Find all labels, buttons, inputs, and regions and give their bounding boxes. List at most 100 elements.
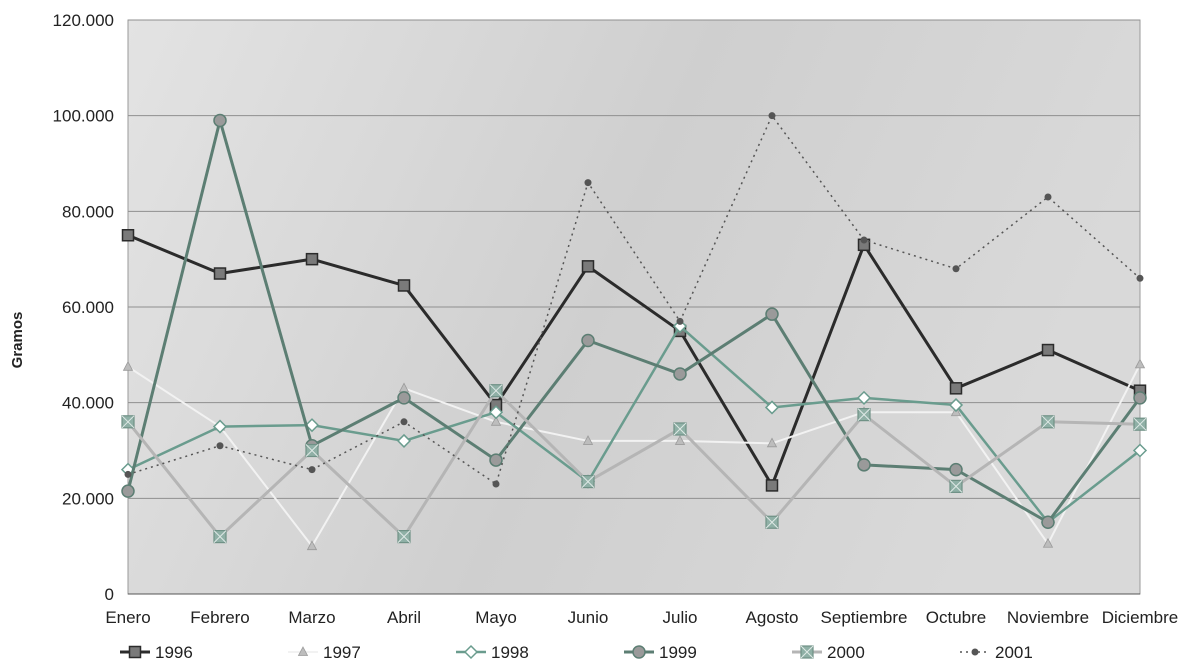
data-point bbox=[673, 367, 687, 381]
data-point bbox=[305, 252, 319, 266]
data-point bbox=[212, 419, 228, 434]
legend: 1996 1997 1998 1999 2000 2001 bbox=[120, 643, 1033, 662]
data-point bbox=[304, 418, 320, 433]
legend-entry: 1997 bbox=[288, 643, 361, 662]
data-point bbox=[949, 479, 963, 493]
data-point bbox=[122, 360, 134, 371]
series-2001 bbox=[124, 112, 1144, 488]
legend-marker bbox=[800, 645, 814, 659]
data-point bbox=[397, 391, 411, 405]
data-point bbox=[857, 408, 871, 422]
data-point bbox=[396, 433, 412, 448]
data-point bbox=[764, 400, 780, 415]
series-line bbox=[127, 233, 1141, 487]
x-tick-label: Mayo bbox=[475, 608, 517, 627]
data-point bbox=[949, 462, 963, 477]
data-point bbox=[581, 333, 595, 348]
data-point bbox=[768, 112, 776, 120]
x-tick-label: Noviembre bbox=[1007, 608, 1089, 627]
data-point bbox=[1134, 358, 1146, 369]
data-point bbox=[488, 405, 504, 420]
data-point bbox=[949, 382, 963, 395]
data-point bbox=[1133, 417, 1147, 431]
x-tick-label: Diciembre bbox=[1102, 608, 1179, 627]
data-point bbox=[1133, 391, 1147, 405]
series-line bbox=[127, 114, 1141, 485]
legend-marker bbox=[128, 645, 142, 659]
y-tick-label: 60.000 bbox=[62, 298, 114, 317]
legend-entry: 1998 bbox=[456, 643, 529, 662]
data-point bbox=[765, 515, 779, 529]
data-point bbox=[672, 319, 688, 334]
legend-marker bbox=[971, 648, 979, 656]
data-point bbox=[673, 422, 687, 436]
data-point bbox=[581, 260, 595, 273]
x-tick-label: Enero bbox=[105, 608, 150, 627]
data-point bbox=[121, 415, 135, 429]
data-point bbox=[213, 529, 227, 544]
series-line bbox=[126, 118, 1142, 524]
data-point bbox=[584, 179, 592, 187]
data-point bbox=[676, 317, 684, 325]
data-point bbox=[490, 415, 502, 426]
data-point bbox=[1044, 193, 1052, 201]
data-point bbox=[1041, 415, 1055, 429]
data-point bbox=[1042, 537, 1054, 548]
legend-label: 1998 bbox=[491, 643, 529, 662]
data-point bbox=[952, 265, 960, 273]
x-tick-label: Agosto bbox=[746, 608, 799, 627]
series-1999 bbox=[121, 113, 1147, 529]
legend-entry: 2000 bbox=[792, 643, 865, 662]
legend-entry: 2001 bbox=[960, 643, 1033, 662]
data-point bbox=[765, 479, 779, 492]
data-point bbox=[766, 437, 778, 448]
data-point bbox=[121, 484, 135, 498]
axes: 0 20.000 40.000 60.000 80.000 100.000 120.000 E… bbox=[53, 11, 1179, 627]
data-point bbox=[1136, 274, 1144, 282]
data-point bbox=[582, 435, 594, 445]
y-tick-label: 120.000 bbox=[53, 11, 114, 30]
data-point bbox=[305, 443, 319, 458]
series-2000 bbox=[121, 384, 1147, 544]
series-1997 bbox=[122, 358, 1146, 551]
data-point bbox=[121, 229, 135, 242]
series-line bbox=[127, 324, 1141, 524]
data-point bbox=[1041, 343, 1055, 357]
y-tick-label: 80.000 bbox=[62, 202, 114, 221]
data-point bbox=[489, 453, 503, 467]
data-point bbox=[213, 113, 227, 128]
data-point bbox=[489, 384, 503, 398]
data-point bbox=[308, 466, 316, 474]
x-tick-label: Febrero bbox=[190, 608, 250, 627]
data-point bbox=[397, 529, 411, 544]
data-point bbox=[1041, 515, 1055, 529]
data-point bbox=[948, 397, 964, 413]
data-point bbox=[216, 442, 224, 450]
x-tick-label: Junio bbox=[568, 608, 609, 627]
y-axis-title: Gramos bbox=[9, 312, 26, 369]
x-tick-label: Marzo bbox=[288, 608, 335, 627]
legend-label: 1996 bbox=[155, 643, 193, 662]
data-point bbox=[213, 267, 227, 280]
series-line bbox=[126, 389, 1141, 539]
x-tick-label: Julio bbox=[663, 608, 698, 627]
data-point bbox=[400, 418, 408, 426]
data-point bbox=[397, 279, 411, 292]
y-tick-label: 40.000 bbox=[62, 394, 114, 413]
legend-label: 1999 bbox=[659, 643, 697, 662]
data-point bbox=[857, 458, 871, 472]
legend-entry: 1999 bbox=[624, 643, 697, 662]
x-tick-label: Abril bbox=[387, 608, 421, 627]
data-point bbox=[124, 470, 132, 478]
data-point bbox=[860, 236, 868, 244]
data-point bbox=[674, 435, 686, 445]
legend-marker bbox=[463, 644, 479, 660]
data-point bbox=[581, 474, 595, 489]
legend-marker bbox=[297, 646, 309, 656]
x-tick-label: Septiembre bbox=[821, 608, 908, 627]
y-tick-label: 100.000 bbox=[53, 107, 114, 126]
legend-entry: 1996 bbox=[120, 643, 193, 662]
legend-label: 2000 bbox=[827, 643, 865, 662]
x-tick-label: Octubre bbox=[926, 608, 986, 627]
